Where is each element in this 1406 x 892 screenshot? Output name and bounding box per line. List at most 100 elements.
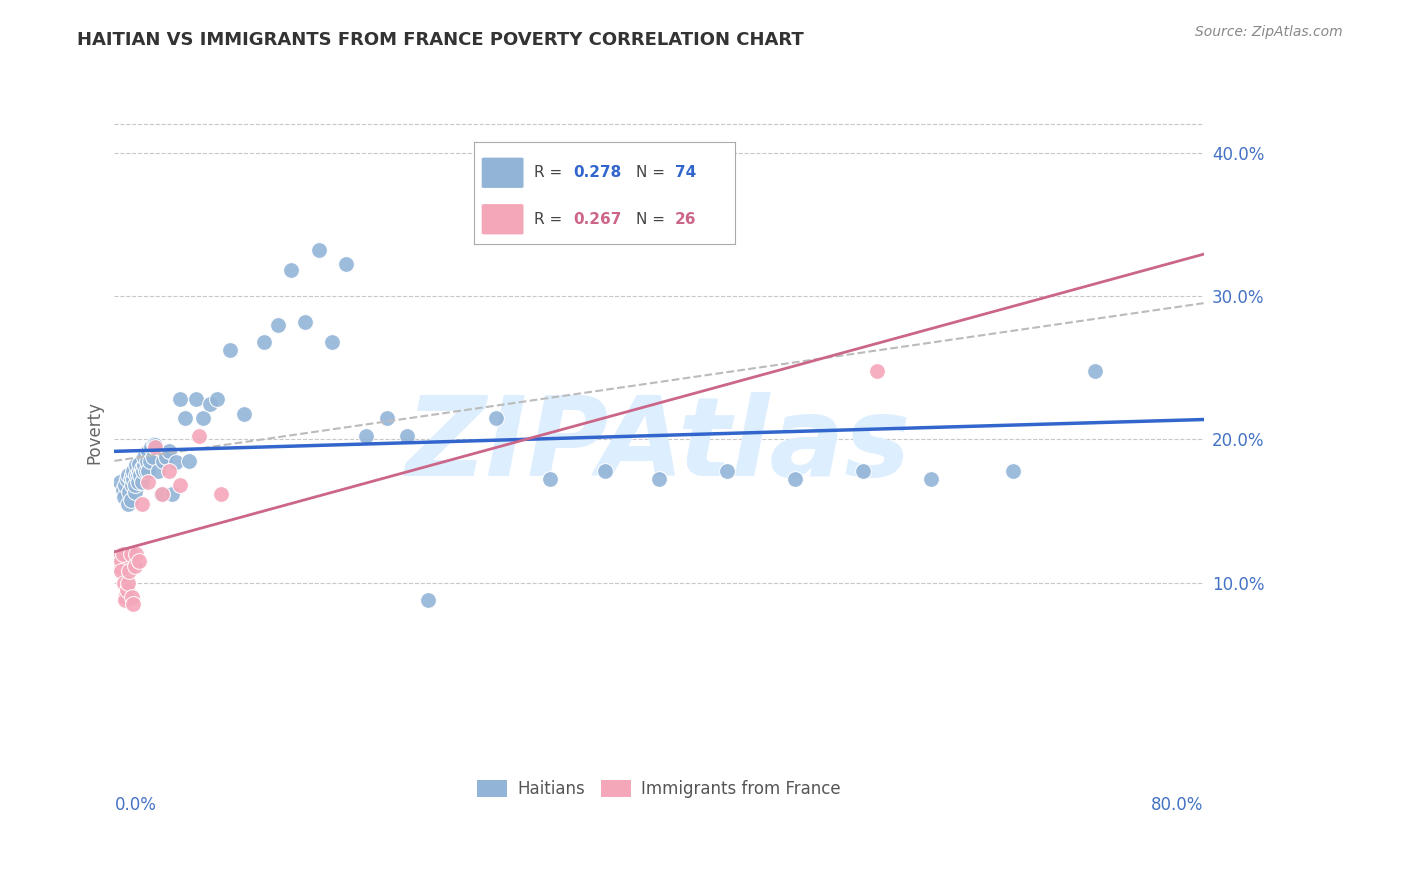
Point	[114, 593, 136, 607]
Point	[267, 318, 290, 332]
Point	[375, 410, 398, 425]
Point	[139, 454, 162, 468]
Point	[160, 487, 183, 501]
Point	[108, 549, 131, 564]
Point	[157, 464, 180, 478]
Point	[149, 487, 172, 501]
Point	[174, 410, 197, 425]
Point	[205, 392, 228, 407]
Point	[125, 458, 148, 472]
Point	[165, 455, 187, 469]
Point	[141, 450, 163, 464]
Point	[122, 597, 145, 611]
Point	[121, 478, 143, 492]
Point	[122, 473, 145, 487]
Point	[131, 497, 153, 511]
Point	[538, 473, 561, 487]
Point	[396, 429, 419, 443]
Point	[141, 440, 163, 454]
Point	[253, 334, 276, 349]
Point	[124, 485, 146, 500]
Point	[191, 410, 214, 425]
Point	[169, 478, 191, 492]
Point	[121, 590, 143, 604]
Point	[110, 554, 132, 568]
Point	[716, 464, 738, 478]
Point	[118, 485, 141, 500]
Point	[114, 590, 136, 604]
Point	[785, 473, 807, 487]
Point	[152, 454, 174, 468]
Point	[143, 438, 166, 452]
Point	[321, 334, 343, 349]
Point	[593, 464, 616, 478]
Point	[648, 473, 671, 487]
Point	[852, 464, 875, 478]
Point	[198, 396, 221, 410]
Point	[232, 407, 254, 421]
Text: 0.0%: 0.0%	[114, 796, 156, 814]
Point	[157, 443, 180, 458]
Point	[112, 490, 135, 504]
Point	[138, 475, 160, 490]
Text: HAITIAN VS IMMIGRANTS FROM FRANCE POVERTY CORRELATION CHART: HAITIAN VS IMMIGRANTS FROM FRANCE POVERT…	[77, 31, 804, 49]
Point	[108, 475, 131, 490]
Point	[127, 468, 149, 483]
Point	[125, 547, 148, 561]
Point	[129, 468, 152, 483]
Point	[127, 475, 149, 490]
Point	[280, 263, 302, 277]
Point	[416, 593, 439, 607]
Point	[155, 450, 177, 464]
Point	[110, 564, 132, 578]
Point	[184, 392, 207, 407]
Point	[356, 429, 378, 443]
Point	[138, 464, 160, 478]
Point	[150, 487, 173, 501]
Point	[187, 429, 209, 443]
Point	[179, 454, 201, 468]
Point	[115, 582, 138, 597]
Legend: Haitians, Immigrants from France: Haitians, Immigrants from France	[471, 773, 848, 805]
Point	[121, 468, 143, 483]
Point	[120, 547, 142, 561]
Point	[124, 478, 146, 492]
Point	[143, 440, 166, 454]
Point	[131, 461, 153, 475]
Point	[209, 487, 232, 501]
Point	[146, 464, 169, 478]
Point	[128, 457, 150, 471]
Point	[135, 464, 157, 478]
Point	[169, 392, 191, 407]
Point	[125, 468, 148, 483]
Point	[132, 464, 155, 478]
Point	[134, 450, 156, 464]
Point	[128, 554, 150, 568]
Y-axis label: Poverty: Poverty	[86, 401, 103, 464]
Point	[117, 497, 139, 511]
Point	[219, 343, 242, 358]
Text: Source: ZipAtlas.com: Source: ZipAtlas.com	[1195, 25, 1343, 39]
Point	[122, 464, 145, 478]
Point	[118, 564, 141, 578]
Point	[866, 363, 889, 377]
Point	[485, 410, 508, 425]
Point	[131, 475, 153, 490]
Point	[136, 454, 159, 468]
Point	[308, 243, 330, 257]
Point	[117, 575, 139, 590]
Point	[142, 436, 165, 450]
Point	[335, 257, 357, 271]
Point	[115, 473, 138, 487]
Point	[112, 575, 135, 590]
Point	[1001, 464, 1024, 478]
Point	[138, 443, 160, 458]
Point	[134, 458, 156, 472]
Point	[107, 558, 129, 573]
Point	[120, 492, 142, 507]
Point	[111, 547, 134, 561]
Point	[114, 478, 136, 492]
Point	[920, 473, 942, 487]
Text: ZIPAtlas: ZIPAtlas	[406, 392, 911, 500]
Point	[120, 473, 142, 487]
